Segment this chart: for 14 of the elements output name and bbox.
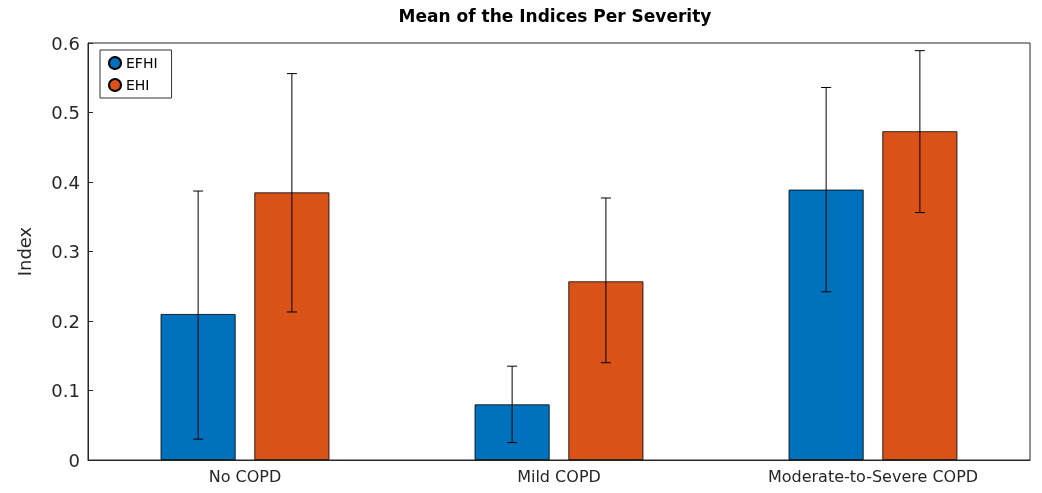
legend-label: EFHI: [126, 55, 158, 71]
y-tick-label: 0.5: [51, 102, 80, 123]
y-tick-label: 0.3: [51, 241, 80, 262]
x-tick-label: Moderate-to-Severe COPD: [767, 466, 979, 486]
x-tick-label: No COPD: [208, 466, 282, 486]
chart-title: Mean of the Indices Per Severity: [398, 5, 712, 26]
x-tick-label: Mild COPD: [517, 466, 601, 486]
y-tick-label: 0.1: [51, 380, 80, 401]
y-tick-label: 0.6: [51, 32, 80, 54]
y-tick-label: 0: [68, 449, 80, 471]
y-axis-title: Index: [13, 226, 35, 277]
y-tick-label: 0.2: [51, 310, 80, 332]
legend-label: EHI: [126, 77, 150, 93]
y-tick-label: 0.4: [51, 171, 80, 193]
